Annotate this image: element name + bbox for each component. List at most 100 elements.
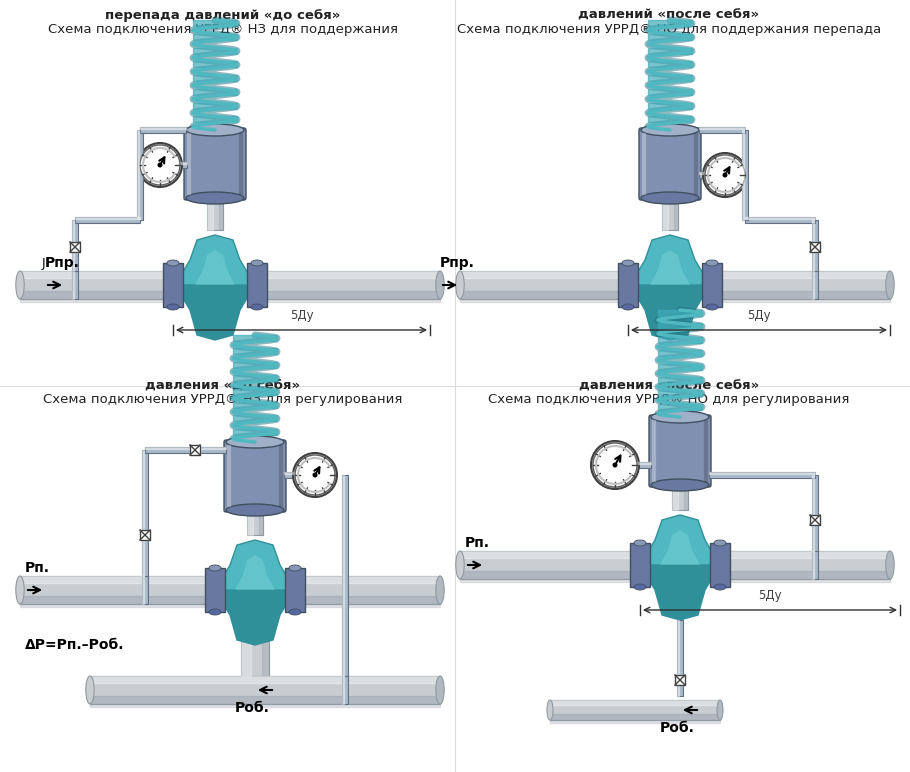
Circle shape — [703, 153, 747, 197]
Ellipse shape — [651, 479, 709, 491]
Polygon shape — [630, 285, 710, 340]
Ellipse shape — [186, 192, 244, 204]
Polygon shape — [630, 235, 710, 285]
Bar — [677, 620, 683, 696]
Ellipse shape — [651, 411, 709, 423]
Text: J: J — [42, 256, 46, 269]
Ellipse shape — [289, 609, 301, 615]
Bar — [145, 447, 226, 453]
Ellipse shape — [86, 676, 95, 704]
Bar — [75, 217, 140, 223]
Polygon shape — [658, 377, 702, 383]
Bar — [260, 271, 440, 299]
Text: Рп.: Рп. — [25, 561, 50, 575]
Text: Рп.: Рп. — [465, 536, 490, 550]
Ellipse shape — [885, 551, 895, 579]
Ellipse shape — [711, 271, 719, 299]
Ellipse shape — [634, 540, 646, 546]
Bar — [702, 263, 722, 307]
Circle shape — [723, 172, 727, 178]
Bar — [142, 450, 148, 576]
Ellipse shape — [256, 271, 264, 299]
Polygon shape — [193, 89, 237, 95]
Bar — [163, 263, 183, 307]
Circle shape — [705, 155, 745, 195]
Bar — [550, 700, 720, 720]
Circle shape — [295, 455, 335, 495]
Polygon shape — [175, 235, 255, 285]
Ellipse shape — [186, 124, 244, 136]
Ellipse shape — [436, 676, 444, 704]
Polygon shape — [810, 242, 820, 252]
Ellipse shape — [456, 551, 464, 579]
Bar — [142, 576, 148, 604]
Circle shape — [312, 472, 318, 478]
Text: 5Ду: 5Ду — [747, 310, 771, 323]
Polygon shape — [233, 402, 277, 408]
Ellipse shape — [622, 260, 634, 266]
Ellipse shape — [885, 271, 895, 299]
Ellipse shape — [714, 584, 726, 590]
Polygon shape — [648, 34, 692, 40]
Bar — [90, 676, 440, 704]
Text: Схема подключения УРРД® НО для поддержания перепада: Схема подключения УРРД® НО для поддержан… — [457, 23, 881, 36]
Bar — [812, 271, 818, 299]
Circle shape — [138, 143, 182, 187]
Polygon shape — [233, 362, 277, 367]
Bar — [284, 472, 295, 478]
Text: Рпр.: Рпр. — [45, 256, 80, 270]
Text: 5Ду: 5Ду — [289, 310, 313, 323]
Polygon shape — [640, 515, 720, 565]
Ellipse shape — [209, 565, 221, 571]
Bar — [247, 263, 267, 307]
Polygon shape — [233, 348, 277, 354]
Bar — [180, 162, 187, 168]
Polygon shape — [175, 285, 255, 340]
Polygon shape — [215, 540, 295, 590]
Bar — [207, 200, 223, 230]
Polygon shape — [233, 428, 277, 435]
Polygon shape — [658, 391, 702, 396]
Ellipse shape — [641, 124, 699, 136]
Polygon shape — [658, 310, 702, 316]
FancyBboxPatch shape — [639, 128, 701, 200]
Circle shape — [612, 462, 618, 468]
Ellipse shape — [15, 271, 25, 299]
Text: ΔP=Рп.–Роб.: ΔP=Рп.–Роб. — [25, 638, 125, 652]
Bar — [342, 475, 348, 676]
Bar — [812, 551, 818, 579]
Bar — [342, 676, 348, 704]
Polygon shape — [658, 404, 702, 410]
Polygon shape — [658, 350, 702, 356]
Polygon shape — [70, 242, 80, 252]
Bar — [618, 263, 638, 307]
Ellipse shape — [167, 260, 179, 266]
Bar — [699, 127, 745, 133]
Polygon shape — [648, 89, 692, 95]
Bar — [241, 604, 269, 676]
Ellipse shape — [167, 304, 179, 310]
Ellipse shape — [209, 609, 221, 615]
Bar — [710, 543, 730, 587]
Ellipse shape — [436, 576, 444, 604]
Circle shape — [157, 162, 163, 168]
Polygon shape — [190, 445, 200, 455]
Text: Рпр.: Рпр. — [440, 256, 475, 270]
Bar — [715, 271, 890, 299]
Polygon shape — [193, 48, 237, 54]
Circle shape — [591, 441, 639, 489]
Polygon shape — [140, 530, 150, 540]
Text: давлений «после себя»: давлений «после себя» — [578, 9, 760, 22]
Polygon shape — [660, 530, 700, 565]
Bar — [812, 220, 818, 271]
FancyBboxPatch shape — [224, 440, 286, 512]
Ellipse shape — [634, 584, 646, 590]
Ellipse shape — [251, 304, 263, 310]
Polygon shape — [658, 337, 702, 343]
Bar — [672, 485, 688, 510]
Polygon shape — [235, 555, 275, 590]
Text: Роб.: Роб. — [235, 701, 270, 715]
Bar — [137, 130, 143, 220]
Polygon shape — [648, 48, 692, 54]
Polygon shape — [658, 364, 702, 370]
